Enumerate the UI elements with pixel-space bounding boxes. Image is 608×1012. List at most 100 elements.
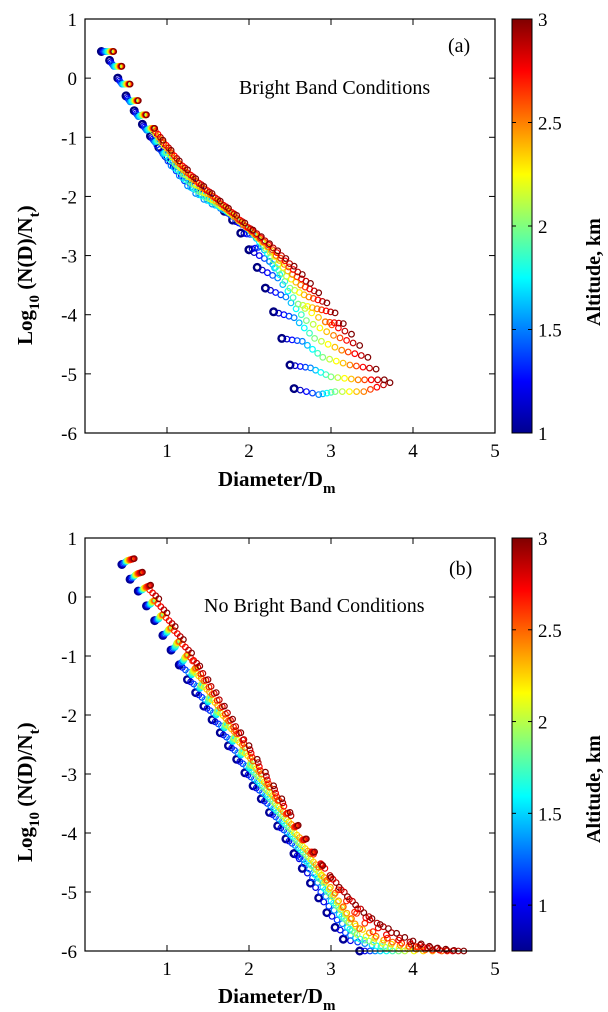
data-point: [134, 97, 142, 104]
data-point: [319, 390, 327, 398]
data-point: [156, 145, 164, 153]
data-point: [319, 353, 327, 361]
x-tick-label: 5: [490, 441, 500, 462]
data-point: [319, 298, 326, 305]
data-point: [163, 609, 171, 617]
data-point: [322, 908, 332, 918]
colorbar-tick-label: 2: [538, 217, 548, 238]
data-point: [333, 916, 341, 924]
data-point: [370, 938, 378, 946]
panel-b-colorbar-label: Altitude, km: [583, 735, 605, 843]
data-point: [356, 935, 364, 943]
data-point: [286, 809, 294, 816]
data-point: [318, 861, 326, 869]
data-point: [305, 293, 313, 301]
data-point: [290, 314, 298, 322]
colorbar-tick-label: 1.5: [538, 321, 562, 342]
data-point: [240, 736, 248, 743]
y-tick-label: -5: [61, 883, 77, 904]
y-tick-label: -1: [61, 647, 77, 668]
y-tick-label: 1: [68, 529, 78, 550]
y-tick-label: 0: [68, 69, 78, 90]
data-point: [360, 388, 368, 396]
data-point: [351, 920, 359, 928]
data-point: [313, 305, 321, 313]
data-point: [339, 320, 347, 328]
data-point: [262, 768, 269, 776]
data-point: [316, 324, 324, 332]
y-tick-label: 1: [68, 10, 78, 31]
panel-a-ticks: 1 2 3 4 5 1 0 -1 -2 -3 -4 -5 -6: [61, 10, 500, 462]
data-point: [315, 314, 322, 321]
data-point: [309, 389, 316, 397]
data-point: [261, 255, 268, 262]
data-point: [294, 300, 302, 308]
y-tick-label: -1: [61, 128, 77, 149]
data-point: [348, 915, 355, 922]
data-point: [343, 909, 351, 917]
data-point: [248, 245, 256, 253]
data-point: [280, 802, 288, 810]
data-point: [343, 337, 351, 344]
data-point: [171, 623, 179, 630]
data-point: [232, 723, 240, 730]
data-point: [340, 888, 348, 896]
data-point: [151, 124, 159, 132]
data-point: [373, 919, 381, 927]
panel-b-annotation: No Bright Band Conditions: [204, 595, 425, 617]
data-point: [374, 376, 382, 384]
data-point: [245, 742, 253, 750]
y-tick-label: -4: [61, 824, 77, 845]
data-point: [317, 860, 325, 868]
data-point: [326, 355, 334, 363]
data-point: [272, 789, 280, 797]
panel-b-colorbar-ticks: 1 1.5 2 2.5 3: [512, 529, 562, 917]
data-point: [377, 943, 385, 950]
panel-b-data-points: [117, 555, 468, 956]
data-point: [323, 328, 331, 336]
x-tick-label: 2: [244, 959, 254, 980]
colorbar-tick-label: 3: [538, 529, 548, 550]
data-point: [372, 932, 380, 940]
data-point: [297, 863, 307, 873]
data-point: [352, 901, 360, 909]
data-point: [334, 374, 342, 382]
data-point: [373, 383, 381, 391]
data-point: [323, 389, 331, 397]
data-point: [297, 311, 305, 319]
data-point: [443, 946, 451, 954]
data-point: [298, 337, 306, 345]
colorbar-tick-label: 3: [538, 10, 548, 31]
data-point: [229, 715, 237, 723]
data-point: [247, 749, 255, 757]
data-point: [295, 855, 303, 863]
data-point: [298, 271, 306, 278]
data-point: [357, 352, 365, 359]
data-point: [319, 862, 327, 869]
data-point: [110, 48, 118, 55]
data-point: [368, 915, 376, 922]
x-tick-label: 2: [244, 441, 254, 462]
data-point: [405, 942, 413, 950]
data-point: [349, 339, 357, 347]
panel-a-data-points: [96, 47, 394, 399]
data-point: [296, 386, 304, 394]
data-point: [179, 636, 187, 643]
data-point: [339, 359, 347, 367]
data-point: [442, 945, 450, 953]
data-point: [321, 318, 329, 326]
data-point: [155, 595, 163, 603]
data-point: [426, 942, 433, 950]
panel-b-colorbar: [511, 537, 533, 952]
colorbar-tick-label: 2.5: [538, 114, 562, 135]
data-point: [330, 332, 337, 339]
data-point: [224, 709, 231, 717]
panel-b: 1 2 3 4 5 1 0 -1 -2 -3 -4 -5 -6 (b) No Bright Band C…: [13, 529, 605, 1012]
data-point: [274, 247, 282, 255]
data-point: [327, 388, 335, 396]
data-point: [295, 319, 303, 327]
data-point: [367, 376, 375, 384]
data-point: [389, 938, 396, 946]
data-point: [347, 375, 355, 383]
y-tick-label: 0: [68, 588, 78, 609]
